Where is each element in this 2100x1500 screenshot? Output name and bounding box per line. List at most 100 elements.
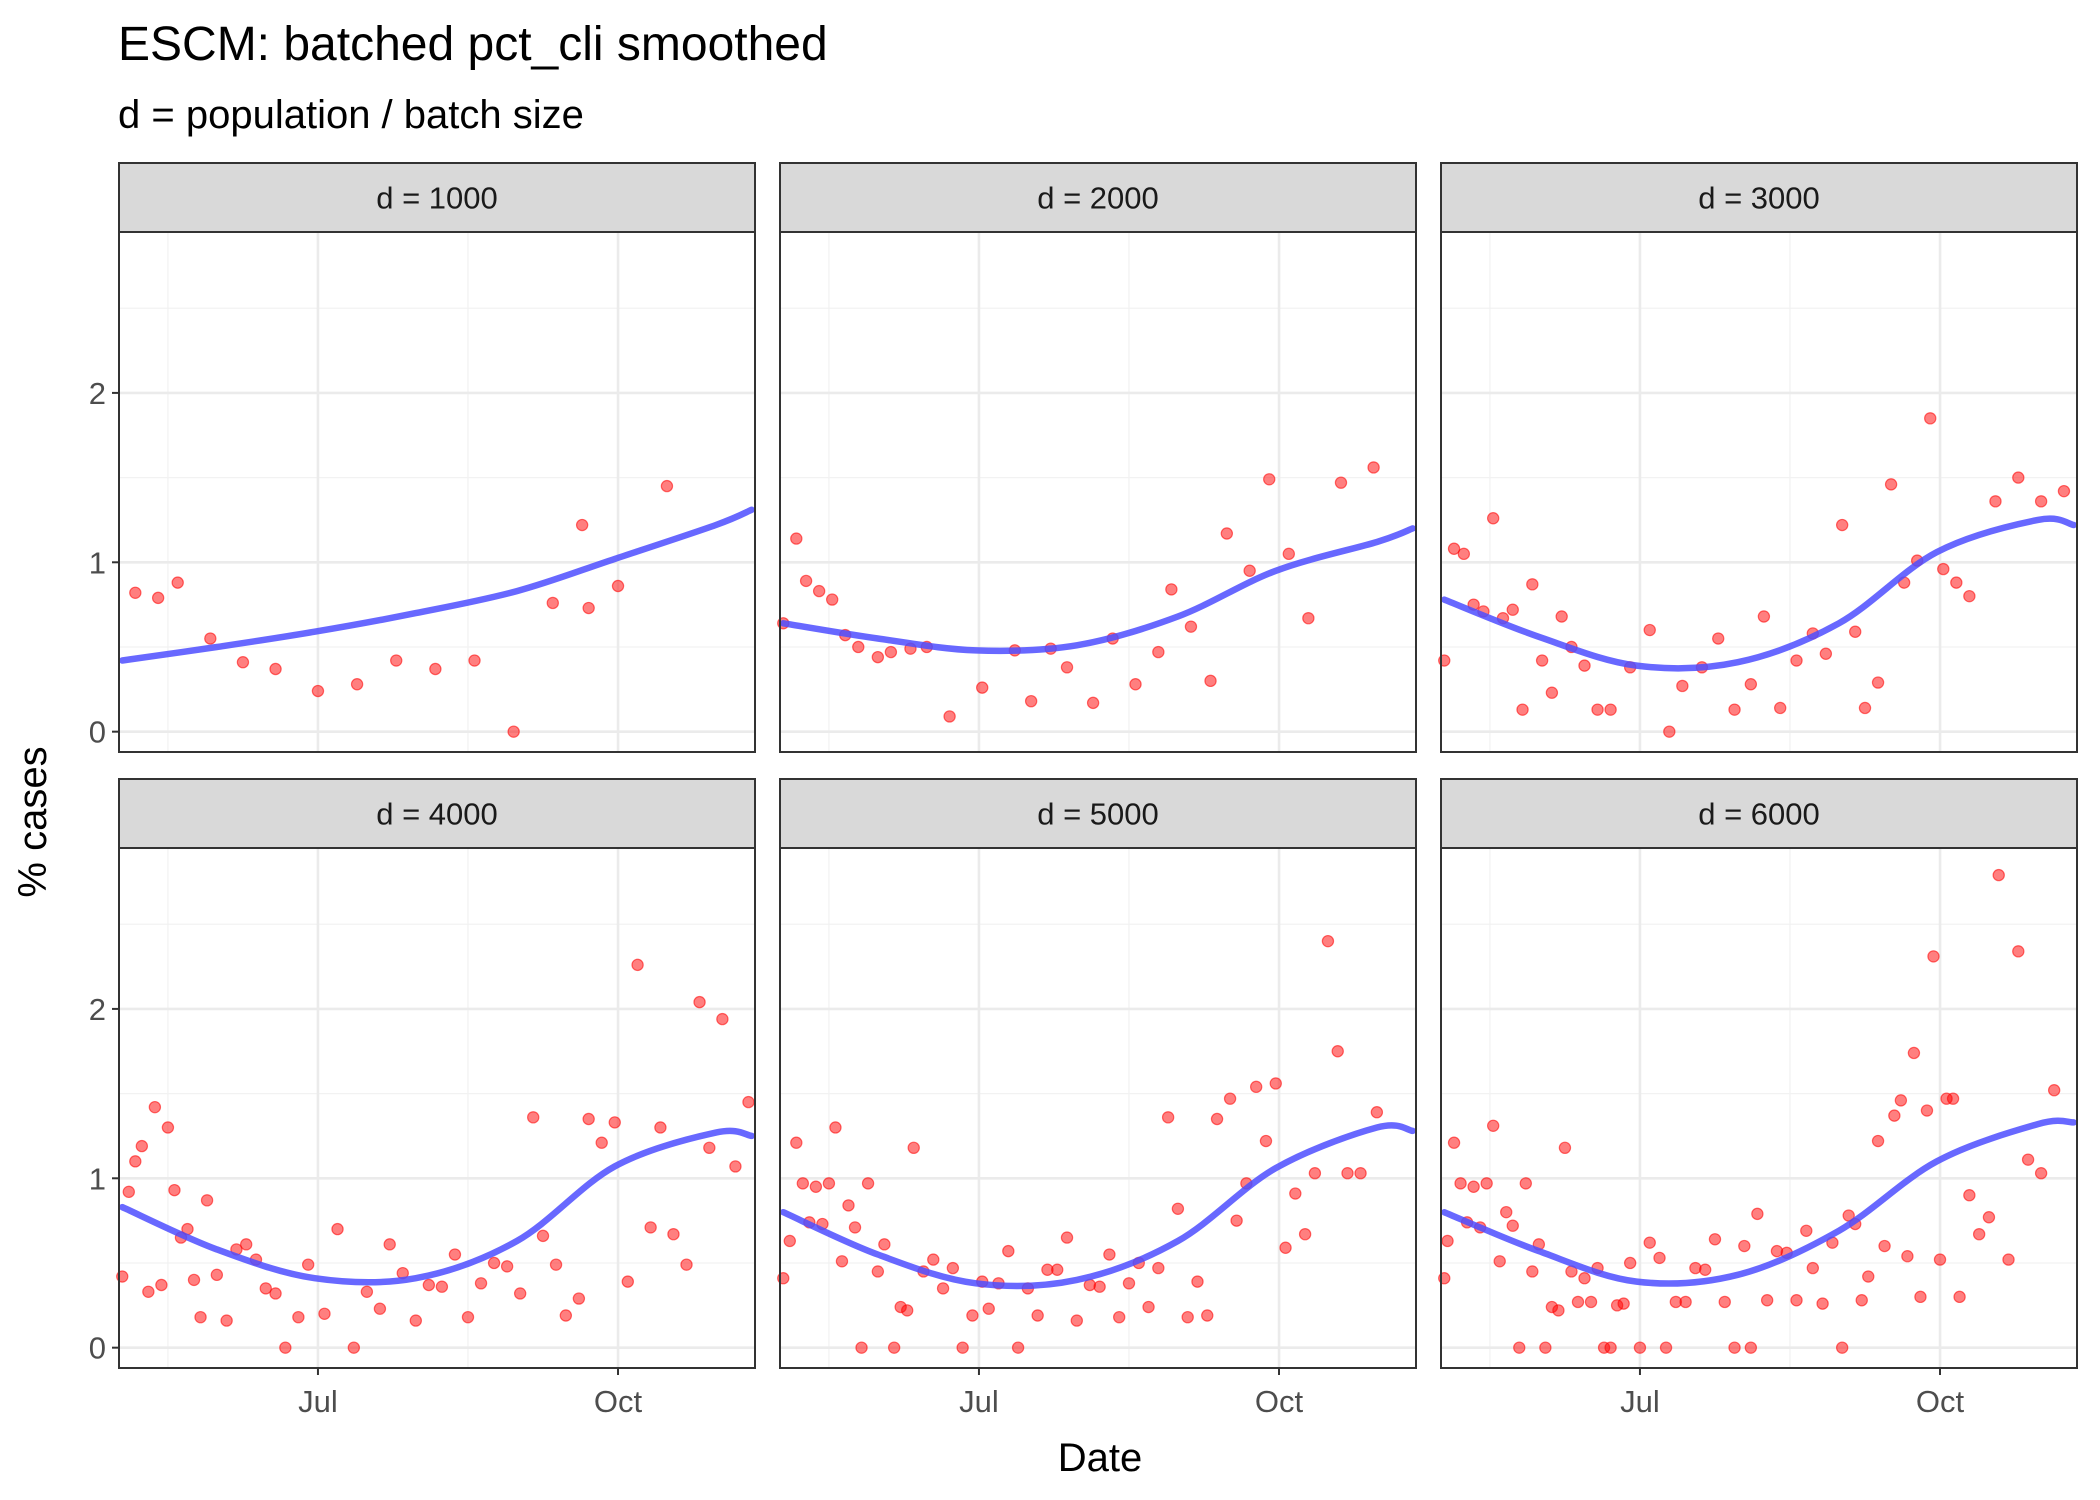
data-point [1708, 1233, 1722, 1246]
data-point [142, 1285, 155, 1298]
data-point [1659, 1341, 1673, 1354]
data-point [259, 1282, 272, 1295]
facet-panel: d = 4000 0 1 2 Jul Oct [89, 778, 756, 1419]
panel-border [1440, 231, 2078, 753]
data-point [1493, 1255, 1506, 1268]
data-point [608, 1116, 621, 1129]
data-point [239, 1238, 253, 1251]
data-point [783, 1234, 796, 1248]
data-point [1031, 1309, 1044, 1322]
data-point [507, 725, 520, 738]
data-point [1888, 1109, 1901, 1122]
data-point [1223, 1092, 1237, 1105]
data-point [1849, 625, 1862, 638]
data-point [1370, 1106, 1384, 1119]
data-point [236, 656, 250, 669]
data-point [194, 1310, 207, 1324]
data-point [1591, 703, 1604, 716]
data-point [1907, 1046, 1921, 1060]
data-point [151, 591, 165, 605]
data-point [1545, 686, 1559, 699]
data-point [1937, 562, 1950, 576]
data-point [1757, 610, 1771, 623]
data-point [1920, 1104, 1934, 1117]
data-point [1519, 1177, 1533, 1190]
data-point [825, 593, 839, 606]
facet-strip [118, 778, 756, 849]
data-point [468, 654, 481, 667]
data-point [1643, 1236, 1656, 1249]
data-point [1623, 1256, 1637, 1270]
data-point [966, 1309, 979, 1322]
data-point [1718, 1295, 1731, 1309]
data-point [1259, 1134, 1273, 1148]
data-point [1676, 679, 1689, 693]
data-point [148, 1100, 162, 1114]
facet-strip [118, 162, 756, 233]
data-point [1914, 1290, 1927, 1304]
data-point [301, 1258, 315, 1271]
data-point [982, 1302, 995, 1315]
data-point [1555, 610, 1568, 623]
data-point [1513, 1341, 1526, 1354]
data-point [901, 1304, 914, 1317]
data-point [1289, 1187, 1302, 1200]
data-point [848, 1221, 862, 1234]
data-point [693, 995, 706, 1009]
data-point [1819, 647, 1833, 660]
data-point [2034, 495, 2048, 508]
data-point [887, 1341, 901, 1354]
panel-border [1440, 847, 2078, 1369]
data-point [1526, 1265, 1539, 1278]
data-point [1982, 1211, 1996, 1224]
data-point [861, 1177, 875, 1190]
data-point [1024, 694, 1038, 708]
data-point [835, 1255, 849, 1268]
data-point [210, 1268, 224, 1282]
y-tick-label: 1 [89, 1161, 106, 1196]
data-point [1862, 1270, 1875, 1283]
data-point [546, 596, 559, 610]
data-point [582, 1112, 595, 1126]
data-point [269, 662, 282, 676]
facet-panel: d = 5000 Jul Oct [777, 778, 1417, 1419]
smooth-line [1441, 1117, 2077, 1287]
data-point [1341, 1167, 1354, 1180]
data-point [390, 654, 403, 667]
data-point [742, 1095, 755, 1109]
y-tick-label: 0 [89, 715, 106, 750]
data-point [1171, 1202, 1185, 1215]
data-point [1901, 1250, 1914, 1263]
data-point [1571, 1295, 1585, 1309]
data-point [2047, 1084, 2061, 1097]
data-point [1790, 1294, 1803, 1307]
data-point [1269, 1077, 1282, 1090]
data-point [631, 958, 644, 972]
data-point [790, 532, 803, 545]
data-point [461, 1310, 475, 1324]
data-point [279, 1341, 292, 1354]
data-point [187, 1273, 201, 1287]
data-point [1447, 542, 1461, 555]
data-point [171, 576, 184, 589]
data-point [716, 1012, 729, 1026]
panel-border [779, 231, 1417, 753]
data-point [822, 1177, 836, 1190]
y-axis-title: % cases [11, 746, 55, 897]
data-point [1855, 1294, 1868, 1307]
smooth-line [119, 506, 755, 664]
data-point [884, 645, 898, 659]
data-point [1558, 1141, 1572, 1155]
data-point [1871, 676, 1885, 689]
data-point [1604, 1341, 1617, 1354]
data-point [1963, 589, 1976, 603]
data-point [1835, 518, 1849, 532]
data-point [1467, 1180, 1480, 1193]
data-point [1633, 1341, 1647, 1354]
data-point [1152, 645, 1165, 659]
data-point [135, 1139, 149, 1153]
data-point [621, 1275, 635, 1288]
data-point [1500, 1205, 1513, 1219]
data-point [2034, 1167, 2048, 1180]
